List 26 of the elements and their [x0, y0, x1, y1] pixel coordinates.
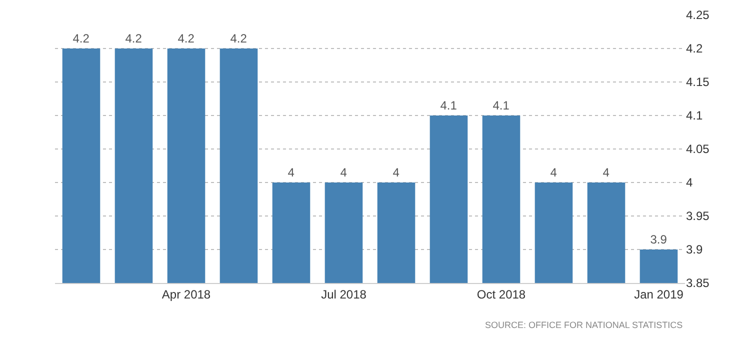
x-tick-label: Jul 2018	[321, 287, 367, 302]
data-label: 4.2	[72, 32, 90, 46]
y-tick-label: 4.2	[686, 42, 704, 56]
y-tick-label: 3.95	[686, 209, 710, 224]
source-note: SOURCE: OFFICE FOR NATIONAL STATISTICS	[485, 320, 683, 330]
data-label: 4.1	[492, 98, 510, 112]
y-tick-label: 3.85	[686, 276, 710, 290]
data-label: 3.9	[650, 232, 668, 246]
x-tick-label: Apr 2018	[162, 287, 211, 302]
data-label: 4.2	[125, 32, 142, 46]
data-label: 4.2	[178, 32, 195, 46]
y-tick-label: 4.1	[686, 108, 704, 123]
data-label: 4.2	[230, 32, 248, 46]
data-label: 4	[288, 166, 295, 180]
data-label: 4	[340, 166, 348, 180]
y-tick-label: 4	[686, 176, 693, 190]
x-tick-label: Oct 2018	[476, 287, 526, 302]
y-tick-label: 4.05	[686, 142, 710, 156]
y-tick-label: 4.25	[686, 8, 710, 22]
y-tick-label: 3.9	[686, 242, 704, 257]
data-label: 4	[602, 166, 610, 180]
data-label: 4	[550, 166, 558, 180]
y-tick-label: 4.15	[686, 75, 710, 90]
x-tick-label: Jan 2019	[634, 287, 684, 302]
data-label: 4	[392, 166, 400, 180]
data-label: 4.1	[440, 98, 458, 112]
